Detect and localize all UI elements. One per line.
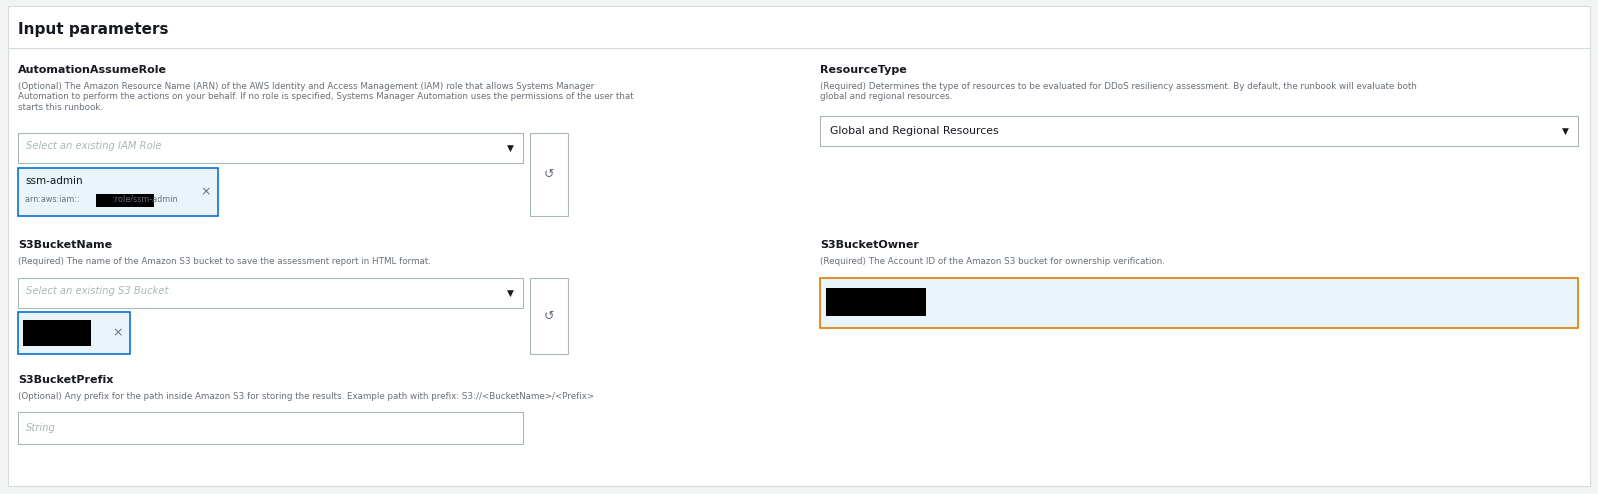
FancyBboxPatch shape — [18, 412, 523, 444]
Text: AutomationAssumeRole: AutomationAssumeRole — [18, 65, 168, 75]
Text: (Required) Determines the type of resources to be evaluated for DDoS resiliency : (Required) Determines the type of resour… — [820, 82, 1417, 101]
Text: S3BucketOwner: S3BucketOwner — [820, 240, 919, 250]
FancyBboxPatch shape — [820, 116, 1577, 146]
Text: String: String — [26, 423, 56, 433]
Text: (Required) The name of the Amazon S3 bucket to save the assessment report in HTM: (Required) The name of the Amazon S3 buc… — [18, 257, 431, 266]
Text: ↺: ↺ — [543, 310, 555, 323]
FancyBboxPatch shape — [531, 133, 567, 216]
Text: ×: × — [201, 186, 211, 199]
Text: ▼: ▼ — [507, 143, 515, 153]
FancyBboxPatch shape — [18, 133, 523, 163]
Text: (Optional) Any prefix for the path inside Amazon S3 for storing the results. Exa: (Optional) Any prefix for the path insid… — [18, 392, 594, 401]
Text: ResourceType: ResourceType — [820, 65, 906, 75]
FancyBboxPatch shape — [531, 278, 567, 354]
Text: Input parameters: Input parameters — [18, 22, 168, 37]
Text: Select an existing S3 Bucket: Select an existing S3 Bucket — [26, 286, 168, 296]
Text: S3BucketPrefix: S3BucketPrefix — [18, 375, 113, 385]
FancyBboxPatch shape — [8, 6, 1590, 486]
Text: S3BucketName: S3BucketName — [18, 240, 112, 250]
Text: ssm-admin: ssm-admin — [26, 176, 83, 186]
FancyBboxPatch shape — [18, 278, 523, 308]
Text: Global and Regional Resources: Global and Regional Resources — [829, 126, 999, 136]
Text: arn:aws:iam::             :role/ssm-admin: arn:aws:iam:: :role/ssm-admin — [26, 194, 177, 203]
Text: ×: × — [113, 327, 123, 339]
FancyBboxPatch shape — [22, 320, 91, 346]
FancyBboxPatch shape — [826, 288, 925, 316]
Text: ▼: ▼ — [1561, 126, 1569, 135]
Text: Select an existing IAM Role: Select an existing IAM Role — [26, 141, 161, 151]
FancyBboxPatch shape — [18, 312, 129, 354]
FancyBboxPatch shape — [820, 278, 1577, 328]
FancyBboxPatch shape — [18, 168, 217, 216]
Text: (Optional) The Amazon Resource Name (ARN) of the AWS Identity and Access Managem: (Optional) The Amazon Resource Name (ARN… — [18, 82, 634, 112]
Text: (Required) The Account ID of the Amazon S3 bucket for ownership verification.: (Required) The Account ID of the Amazon … — [820, 257, 1165, 266]
Text: ▼: ▼ — [507, 288, 515, 297]
Text: ↺: ↺ — [543, 167, 555, 180]
FancyBboxPatch shape — [96, 194, 153, 207]
